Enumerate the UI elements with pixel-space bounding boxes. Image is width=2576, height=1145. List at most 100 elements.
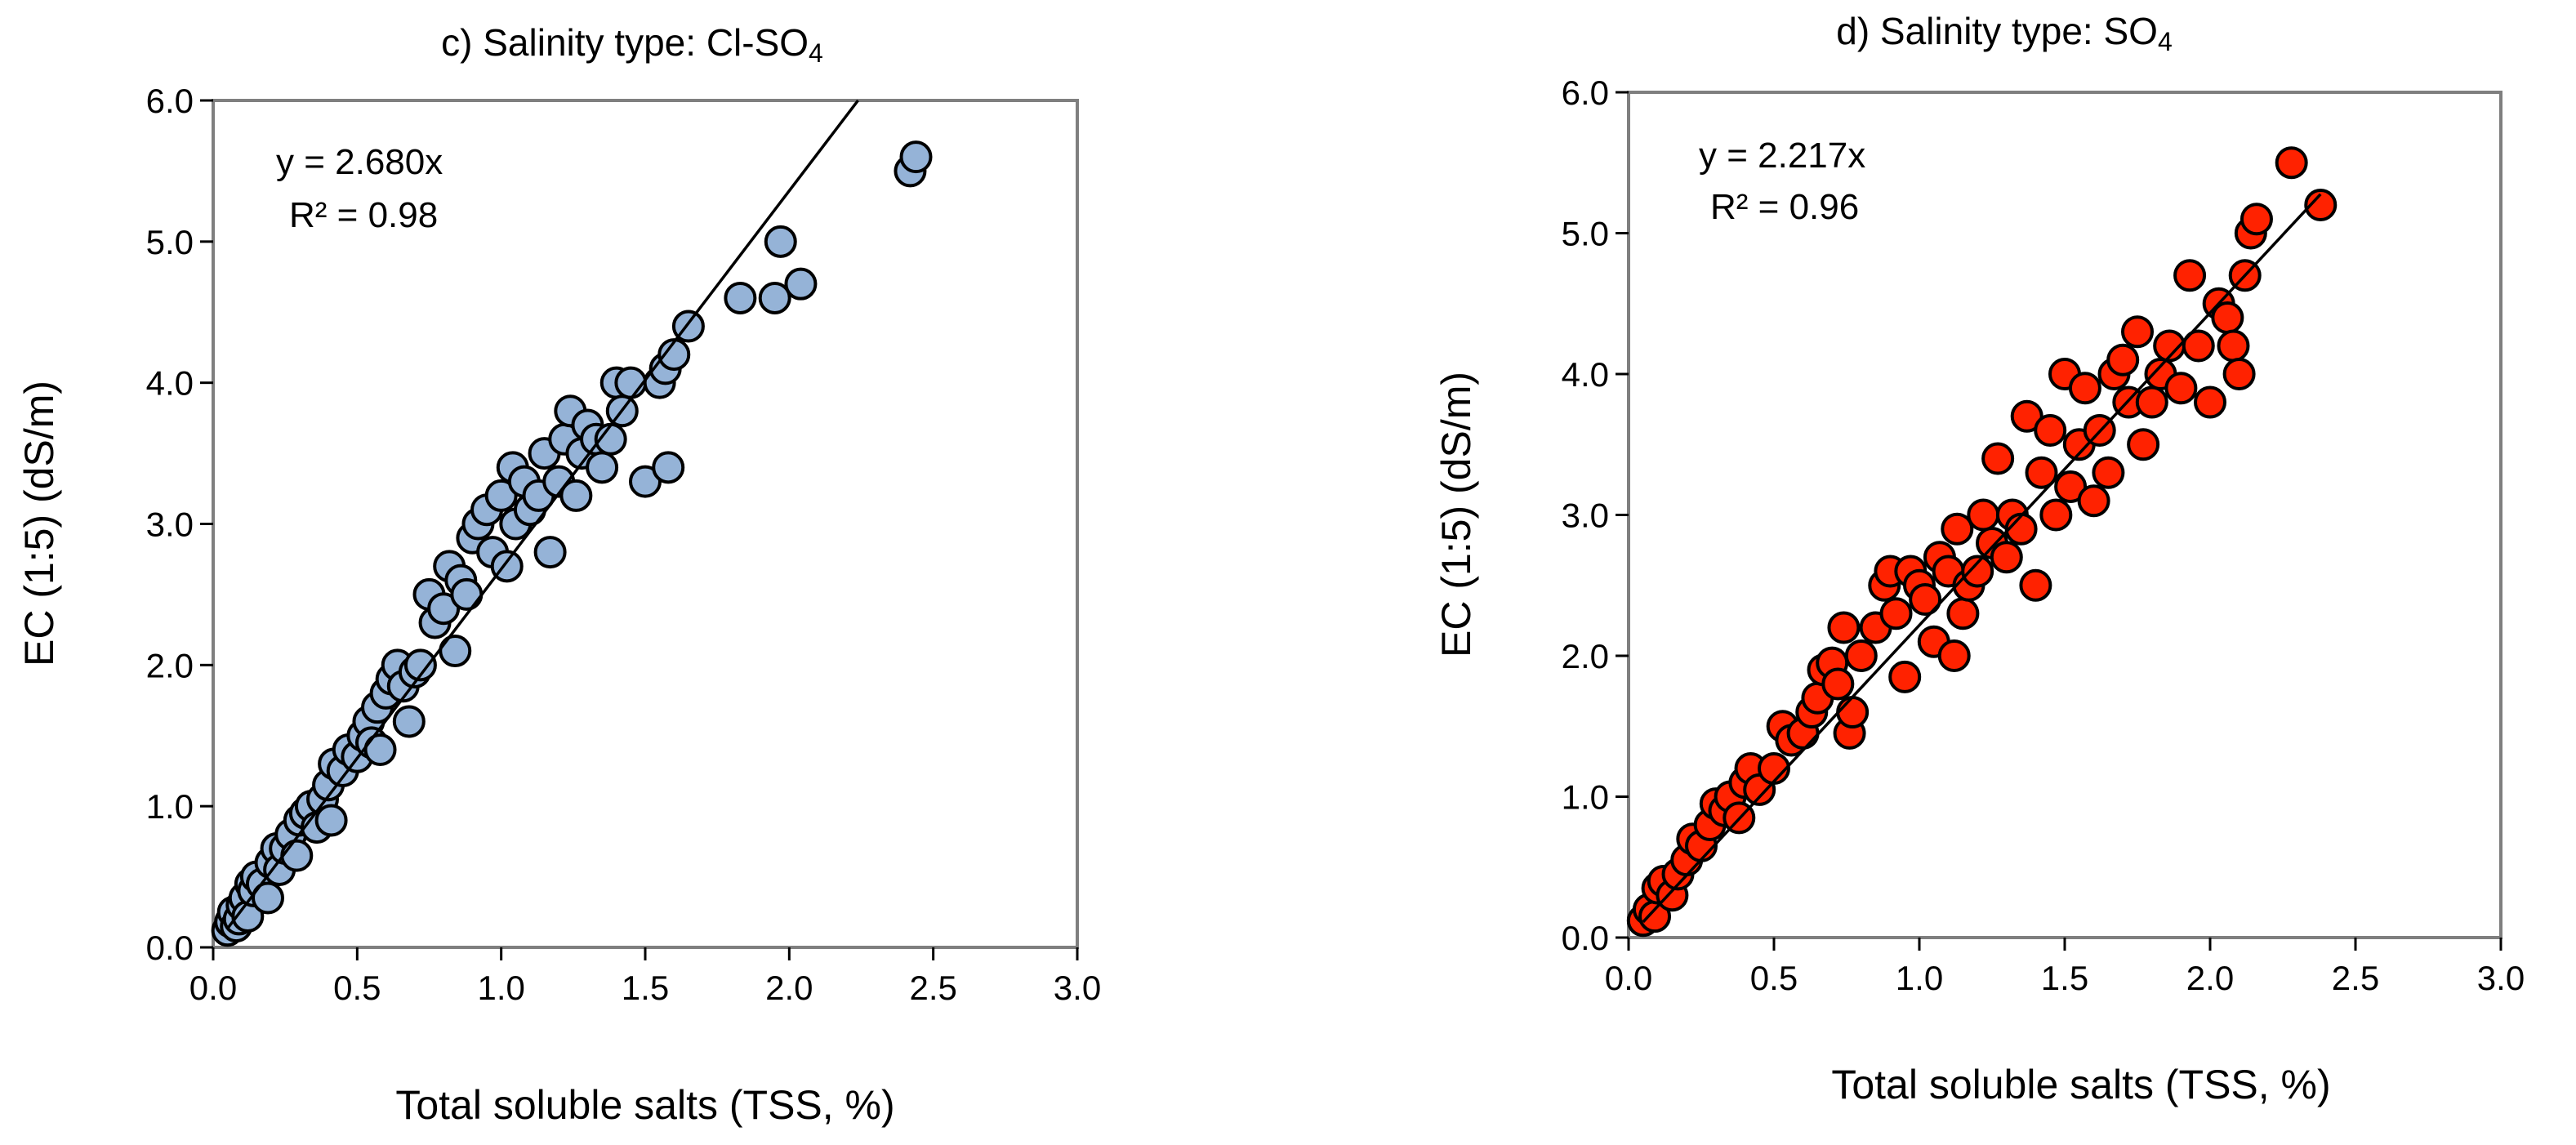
data-point <box>586 451 619 484</box>
y-tick-label: 3.0 <box>1562 497 1609 535</box>
x-tick-label: 3.0 <box>1054 969 1101 1007</box>
x-tick-label: 0.0 <box>1605 959 1652 997</box>
data-point <box>758 281 791 314</box>
data-point <box>363 733 397 767</box>
data-point <box>2106 343 2140 376</box>
data-point <box>1827 611 1861 644</box>
data-point <box>1909 583 1942 616</box>
data-point <box>559 479 593 512</box>
data-point <box>1946 597 1980 630</box>
data-point <box>1836 696 1870 728</box>
data-point <box>2217 329 2250 363</box>
data-point <box>1888 660 1922 693</box>
y-tick-label: 2.0 <box>146 646 194 684</box>
data-point <box>1937 639 1971 672</box>
x-tick-label: 0.5 <box>333 969 381 1007</box>
data-point <box>1990 541 2023 574</box>
data-point <box>614 366 648 399</box>
data-point <box>764 225 797 258</box>
y-tick-label: 0.0 <box>146 929 194 967</box>
data-point <box>2211 301 2244 334</box>
chart-c-x-ticks: 0.0 0.5 1.0 1.5 2.0 2.5 3.0 <box>189 947 1101 1007</box>
data-point <box>2010 399 2043 433</box>
data-point <box>450 577 484 611</box>
data-point <box>1879 597 1913 630</box>
chart-d-y-label: EC (1:5) (dS/m) <box>1433 372 1479 657</box>
data-point <box>1844 639 1878 672</box>
data-point <box>1821 667 1855 701</box>
chart-c-r-squared: R² = 0.98 <box>289 195 438 235</box>
y-tick-label: 4.0 <box>1562 355 1609 394</box>
y-tick-label: 2.0 <box>1562 637 1609 675</box>
chart-d-y-ticks: 0.0 1.0 2.0 3.0 4.0 5.0 6.0 <box>1562 74 1629 957</box>
chart-c-x-label: Total soluble salts (TSS, %) <box>395 1082 894 1128</box>
x-tick-label: 0.5 <box>1750 959 1798 997</box>
data-point <box>1967 498 2000 532</box>
data-point <box>2275 146 2308 180</box>
data-point <box>314 804 348 837</box>
data-point <box>2039 498 2073 532</box>
data-point <box>2127 428 2160 461</box>
data-point <box>2121 315 2154 349</box>
data-point <box>784 267 818 301</box>
chart-c-trendline <box>226 99 859 929</box>
chart-c: c) Salinity type: Cl-SO4 0.0 1.0 2.0 3.0 4.0… <box>16 21 1101 1128</box>
y-tick-label: 5.0 <box>1562 215 1609 253</box>
chart-d-trendline <box>1642 193 2322 924</box>
data-point <box>1981 442 2015 475</box>
chart-d: d) Salinity type: SO4 0.0 1.0 2.0 3.0 4.0 5.0… <box>1433 10 2525 1107</box>
data-point <box>484 479 518 512</box>
data-point <box>1961 555 1994 588</box>
data-point <box>2019 568 2052 602</box>
chart-d-equation: y = 2.217x <box>1699 136 1865 176</box>
data-point <box>2068 372 2101 405</box>
x-tick-label: 1.5 <box>622 969 669 1007</box>
y-tick-label: 0.0 <box>1562 919 1609 957</box>
x-tick-label: 2.5 <box>2332 959 2379 997</box>
data-point <box>2077 484 2110 518</box>
data-point <box>724 281 757 314</box>
data-point <box>2182 329 2215 363</box>
x-tick-label: 1.0 <box>1896 959 1943 997</box>
y-tick-label: 3.0 <box>146 506 194 544</box>
data-point <box>2025 456 2058 489</box>
x-tick-label: 3.0 <box>2477 959 2525 997</box>
data-point <box>280 839 314 872</box>
data-point <box>2222 358 2256 390</box>
data-point <box>2240 203 2273 236</box>
chart-d-r-squared: R² = 0.96 <box>1710 187 1859 227</box>
data-point <box>2173 259 2207 292</box>
y-tick-label: 1.0 <box>1562 778 1609 817</box>
data-point <box>2092 456 2125 489</box>
chart-d-x-label: Total soluble salts (TSS, %) <box>1831 1062 2330 1107</box>
data-point <box>2164 372 2198 405</box>
data-point <box>899 140 933 174</box>
chart-c-y-ticks: 0.0 1.0 2.0 3.0 4.0 5.0 6.0 <box>146 82 213 967</box>
data-point <box>2304 189 2338 221</box>
y-tick-label: 1.0 <box>146 787 194 826</box>
data-point <box>652 451 685 484</box>
x-tick-label: 1.0 <box>477 969 524 1007</box>
data-point <box>403 648 437 682</box>
chart-c-y-label: EC (1:5) (dS/m) <box>16 381 62 666</box>
chart-c-title: c) Salinity type: Cl-SO4 <box>441 21 823 68</box>
chart-d-title: d) Salinity type: SO4 <box>1836 10 2173 56</box>
y-tick-label: 6.0 <box>1562 74 1609 112</box>
x-tick-label: 0.0 <box>189 969 237 1007</box>
data-point <box>2135 385 2168 419</box>
data-point <box>1941 512 1974 546</box>
data-point <box>252 881 285 915</box>
data-point <box>392 705 426 738</box>
data-point <box>2194 385 2226 419</box>
data-point <box>629 465 662 498</box>
data-point <box>439 635 472 668</box>
x-tick-label: 2.0 <box>765 969 813 1007</box>
chart-d-x-ticks: 0.0 0.5 1.0 1.5 2.0 2.5 3.0 <box>1605 938 2525 997</box>
data-point <box>533 536 567 569</box>
chart-c-equation: y = 2.680x <box>276 142 443 182</box>
data-point <box>490 550 524 583</box>
data-point <box>2054 470 2088 503</box>
data-point <box>427 592 461 626</box>
chart-c-plot-area <box>212 99 1079 949</box>
